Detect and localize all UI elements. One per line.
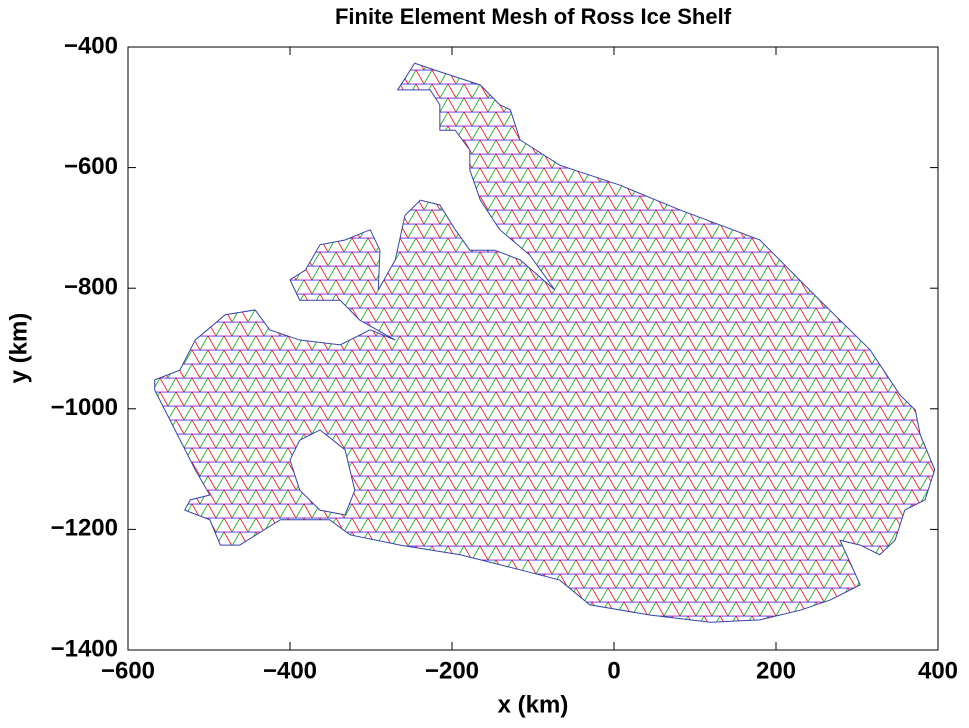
x-tick-label: −400 [263, 657, 317, 684]
x-tick-label: 0 [607, 657, 620, 684]
x-tick-label: 200 [756, 657, 796, 684]
y-tick-label: −800 [64, 274, 118, 301]
x-tick-label: −200 [425, 657, 479, 684]
chart-title: Finite Element Mesh of Ross Ice Shelf [335, 4, 732, 29]
chart: Finite Element Mesh of Ross Ice Shelf x … [0, 0, 969, 723]
y-tick-label: −400 [64, 32, 118, 59]
mesh-region [155, 63, 935, 622]
x-axis-label: x (km) [498, 691, 569, 718]
y-tick-label: −600 [64, 153, 118, 180]
y-tick-label: −1400 [51, 635, 118, 662]
y-tick-label: −1200 [51, 515, 118, 542]
x-tick-label: 400 [918, 657, 958, 684]
y-axis-label: y (km) [5, 313, 32, 384]
y-tick-label: −1000 [51, 394, 118, 421]
